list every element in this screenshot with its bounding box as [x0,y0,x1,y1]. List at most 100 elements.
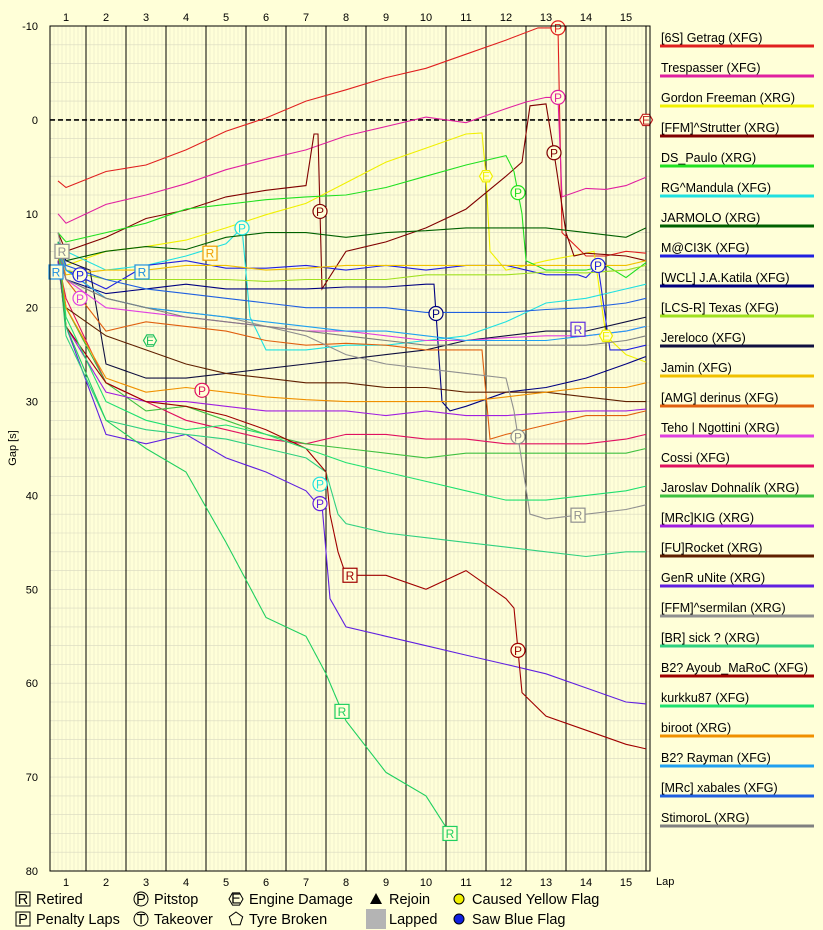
marker-glyph: R [338,705,347,719]
marker-glyph: P [198,384,206,398]
series-line [57,251,647,459]
marker-glyph: P [514,430,522,444]
retired-marker [334,703,350,719]
marker-glyph: E [482,170,490,184]
legend-entry-label: biroot (XRG) [661,721,731,735]
x-tick-label-bottom: 2 [103,877,109,889]
marker-glyph: P [554,91,562,105]
x-tick-label-top: 12 [500,12,512,24]
x-tick-label-bottom: 14 [580,877,592,889]
marker-glyph: E [146,334,154,348]
retired-marker [48,264,64,280]
y-axis-label: Gap [s] [7,430,19,465]
series-line [57,251,646,558]
x-tick-label-bottom: 3 [143,877,149,889]
x-tick-label-top: 6 [263,12,269,24]
retired-marker [134,264,150,280]
key-blue-dot [453,913,465,925]
legend-swatch [660,404,814,408]
key-label: Takeover [154,912,213,928]
key-label: Engine Damage [249,892,353,908]
series-line [57,260,647,417]
x-tick-label-bottom: 11 [460,877,471,889]
legend-swatch [660,584,814,588]
marker-glyph: R [138,265,147,279]
marker-glyph: P [594,259,602,273]
marker-glyph: P [76,268,84,282]
marker-glyph: P [316,205,324,219]
marker-glyph: P [514,644,522,658]
pitstop-marker [72,267,88,283]
series-line [57,241,451,834]
legend-entry-label: Jamin (XFG) [661,361,732,375]
y-tick-label: 70 [26,772,38,784]
x-tick-label-top: 10 [420,12,432,24]
y-tick-label: 10 [26,209,38,221]
pitstop-marker [428,305,444,322]
pitstop-marker [312,476,328,492]
marker-glyph: E [602,329,610,343]
x-tick-label-bottom: 12 [500,877,512,889]
pitstop-marker [72,290,88,306]
key-triangle-symbol [370,893,382,904]
pitstop-marker [312,496,328,512]
series-line [57,154,647,279]
legend-swatch [660,434,814,438]
legend-swatch [660,464,814,468]
x-tick-label-bottom: 13 [540,877,552,889]
pitstop-marker [590,257,606,274]
engine-damage-marker [638,113,654,127]
pitstop-marker [510,642,526,658]
key-lapped-symbol [366,909,386,929]
pitstop-marker [546,145,562,161]
legend-entry-label: Gordon Freeman (XRG) [661,91,795,105]
retired-marker [442,825,458,842]
series-line [57,251,647,346]
key-glyph: P [18,912,28,928]
legend-swatch [660,794,814,798]
x-tick-label-top: 1 [63,12,69,24]
key-circle-symbol [133,891,149,907]
key-label: Penalty Laps [36,912,120,928]
legend-entry-label: StimoroL (XRG) [661,811,749,825]
x-tick-label-bottom: 6 [263,877,269,889]
y-tick-label: 60 [26,678,38,690]
legend-swatch [660,194,814,198]
y-tick-label: 20 [26,303,38,315]
legend-entry-label: B2? Ayoub_MaRoC (XFG) [661,661,808,675]
legend: [6S] Getrag (XFG) Trespasser (XFG) Gordon … [660,31,814,828]
key-label: Lapped [389,912,437,928]
legend-swatch [660,524,814,528]
legend-swatch [660,344,814,348]
x-tick-label-top: 7 [303,12,309,24]
legend-entry-label: [WCL] J.A.Katila (XFG) [661,271,790,285]
key-label: Rejoin [389,892,430,908]
y-tick-label: 30 [26,397,38,409]
retired-marker [202,245,218,261]
legend-entry-label: GenR uNite (XRG) [661,571,765,585]
retired-marker [570,321,586,337]
x-tick-label-bottom: 5 [223,877,229,889]
pitstop-marker [510,185,526,201]
engine-damage-marker [478,170,494,183]
legend-swatch [660,674,814,678]
legend-entry-label: Jaroslav Dohnalík (XRG) [661,481,799,495]
series-line [57,241,647,313]
key-glyph: P [136,892,146,908]
legend-entry-label: kurkku87 (XFG) [661,691,749,705]
legend-entry-label: [FU]Rocket (XRG) [661,541,762,555]
pitstop-marker [312,203,328,220]
key-box-symbol [15,911,31,927]
key-glyph: T [137,912,146,928]
marker-glyph: E [642,113,650,127]
legend-swatch [660,374,814,378]
x-tick-label-top: 2 [103,12,109,24]
legend-entry-label: [FFM]^Strutter (XRG) [661,121,779,135]
series-line [57,241,647,501]
pitstop-marker [194,382,210,398]
x-tick-label-top: 14 [580,12,592,24]
marker-glyph: P [76,292,84,306]
legend-swatch [660,134,814,138]
legend-swatch [660,224,814,228]
